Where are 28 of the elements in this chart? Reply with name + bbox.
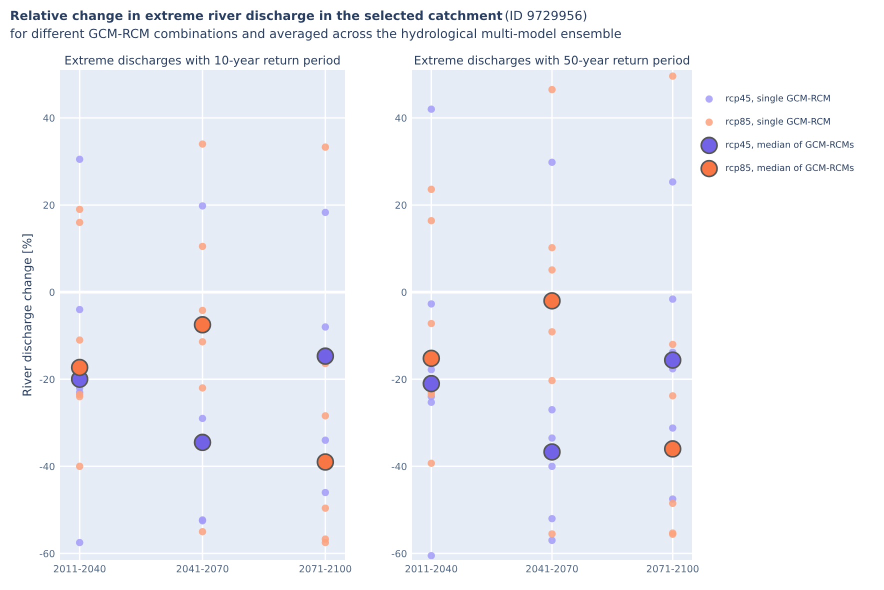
- y-tick-label: -60: [40, 550, 54, 558]
- y-tick-label: 40: [395, 114, 406, 122]
- y-tick-label: 20: [43, 202, 54, 209]
- legend-label: rcp85, single GCM-RCM: [726, 118, 830, 126]
- text: for different GCM-RCM combinations and averaged across the hydrological multi-model ensemble: [10, 28, 621, 41]
- x-tick-label: 2071-2100: [646, 565, 699, 572]
- y-tick-label: 0: [402, 288, 406, 296]
- text: (ID 9729956): [506, 10, 586, 22]
- y-tick-label: 0: [50, 288, 54, 296]
- y-tick-label: -60: [392, 550, 406, 558]
- legend-label: rcp45, median of GCM-RCMs: [726, 140, 854, 150]
- y-tick-label: -40: [40, 462, 54, 470]
- chart-title: Extreme discharges with 50-year return period: [415, 55, 690, 67]
- x-tick-label: 2011-2040: [54, 565, 106, 572]
- legend-label: rcp45, single GCM-RCM: [726, 94, 830, 104]
- chart-title: Extreme discharges with 10-year return period: [66, 55, 340, 67]
- x-tick-label: 2041-2070: [176, 565, 228, 572]
- y-tick-label: -20: [392, 376, 406, 384]
- text: Relative change in extreme river discharge in the selected catchment: [11, 10, 502, 23]
- y-axis-title: River discharge change [%]: [22, 234, 34, 396]
- y-tick-label: 20: [395, 202, 406, 209]
- x-tick-label: 2011-2040: [406, 565, 458, 572]
- x-tick-label: 2071-2100: [300, 565, 352, 572]
- x-tick-label: 2041-2070: [526, 565, 578, 572]
- y-tick-label: -20: [40, 376, 54, 384]
- legend-label: rcp85, median of GCM-RCMs: [726, 164, 854, 173]
- y-tick-label: 40: [43, 114, 54, 122]
- y-tick-label: -40: [392, 462, 406, 470]
